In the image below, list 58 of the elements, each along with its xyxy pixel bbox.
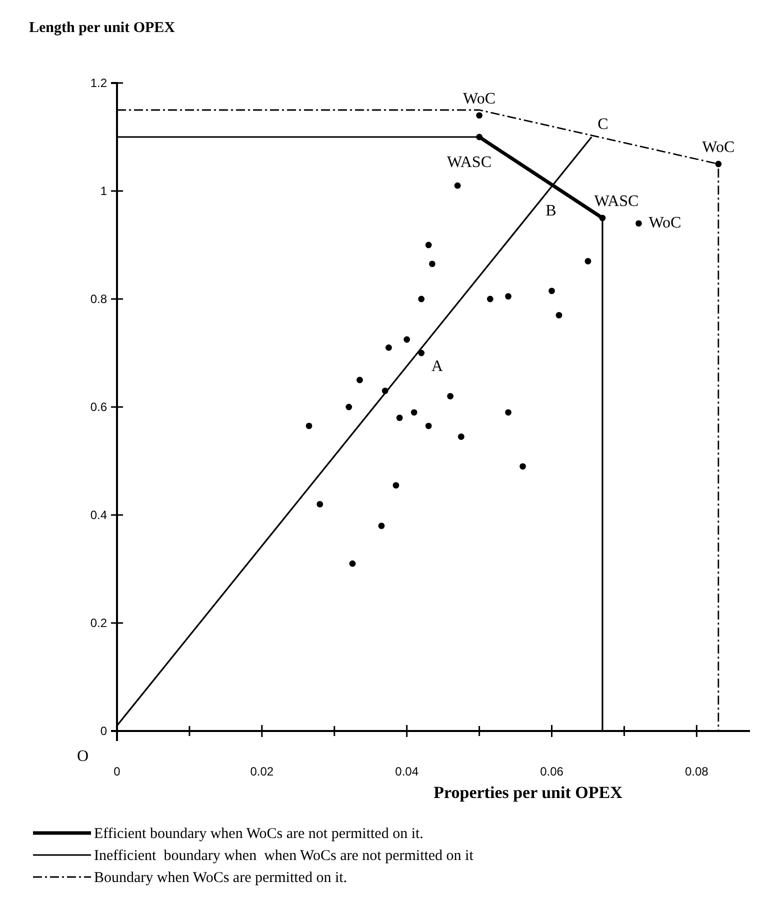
point: [306, 422, 312, 430]
point: [476, 134, 482, 140]
point: [410, 409, 418, 416]
point: [715, 160, 722, 168]
point: [425, 242, 432, 248]
point: [635, 220, 642, 227]
point: [486, 296, 494, 302]
point: [386, 344, 392, 351]
point: [418, 296, 425, 302]
point: [349, 560, 356, 567]
point: [458, 434, 464, 440]
annotation: B: [546, 202, 556, 220]
x-tick-label: 0.04: [395, 764, 419, 779]
point: [356, 376, 363, 384]
y-axis-title: Length per unit OPEX: [29, 20, 176, 36]
point: [505, 293, 512, 300]
point: [520, 463, 526, 470]
point: [418, 350, 425, 356]
point: [505, 409, 512, 416]
annotation: WoC: [702, 139, 735, 156]
annotation: A: [431, 358, 444, 375]
point: [548, 288, 555, 294]
y-tick-label: 0: [100, 724, 108, 738]
point: [425, 422, 432, 430]
y-tick-label: 0.6: [90, 400, 108, 414]
annotation: WoC: [463, 90, 496, 108]
point: [447, 393, 454, 400]
point: [378, 522, 385, 529]
y-tick-label: 0.4: [90, 508, 108, 522]
x-axis-title: Properties per unit OPEX: [434, 783, 624, 802]
x-tick-label: 0.08: [684, 764, 709, 779]
annotation: C: [598, 116, 608, 133]
y-tick-label: 1.2: [90, 76, 108, 90]
point: [382, 388, 388, 394]
y-tick-label: 0.2: [90, 616, 108, 630]
y-tick-label: 1: [100, 184, 108, 198]
legend-label: Boundary when WoCs are permitted on it.: [94, 870, 348, 886]
y-tick-label: 0.8: [90, 292, 108, 306]
point: [428, 260, 436, 268]
legend-label: Inefficient boundary when when WoCs are not permitted on it: [94, 848, 474, 864]
legend-label: Efficient boundary when WoCs are not permitted on it.: [94, 826, 424, 842]
point: [346, 404, 352, 410]
annotation: WASC: [594, 193, 639, 210]
point: [476, 112, 482, 119]
x-tick-label: 0.06: [540, 764, 564, 779]
annotation: WASC: [447, 154, 492, 171]
point: [599, 214, 606, 222]
point: [556, 312, 562, 318]
point: [404, 336, 410, 343]
x-tick-label: 0.02: [250, 764, 274, 779]
annotation: WoC: [648, 214, 682, 232]
point: [396, 414, 403, 421]
text: O: [77, 748, 89, 765]
point: [392, 482, 400, 488]
x-tick-label: 0: [114, 764, 121, 779]
point: [584, 258, 592, 264]
point: [454, 182, 461, 189]
point: [316, 501, 324, 508]
